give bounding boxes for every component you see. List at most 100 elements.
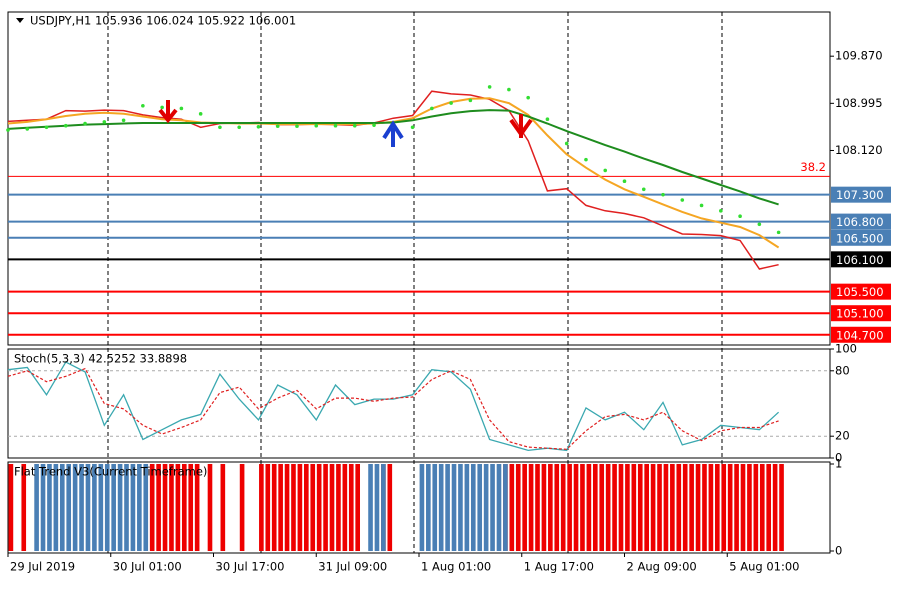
trend-bar [175,464,181,551]
separators [107,12,723,553]
trend-bar [715,464,720,551]
y-tick-label: 100 [835,342,857,356]
trend-bar [342,464,348,551]
trend-bar [772,464,778,551]
trend-bar [137,464,142,551]
trend-bar [310,464,316,551]
level-label-box [831,326,891,343]
sar-dot [661,192,665,197]
sar-dot [641,187,646,192]
trend-bar [779,464,784,551]
level-label: 105.100 [836,307,884,321]
trend-bar [194,464,200,551]
level-label: 106.100 [836,253,884,267]
trend-bar [149,464,155,551]
trend-bar [53,464,59,551]
trend-bar [625,464,630,551]
series-line [7,361,780,452]
sar-dot [680,198,685,202]
trend-bar [464,464,470,551]
sar-dot [449,101,453,105]
trend-bar [631,464,637,551]
trend-bar [169,464,174,551]
trend-bar [387,464,393,551]
sar-dot [6,128,10,132]
trend-bar [162,464,168,551]
trend-bar [284,464,290,551]
sar-dot [410,125,415,130]
sar-dot [719,209,723,213]
trend-bar [323,464,328,551]
sar-dot [757,222,762,227]
trend-bar [708,464,714,551]
trend-bar [727,464,733,551]
panel: 0 1 29 Jul 2019 30 Jul 01:00 30 Jul 17:00 31 … [7,457,842,574]
trend-bar [451,464,457,551]
trend-bar [92,464,97,551]
trend-bar [239,464,245,551]
x-tick-label: 2 Aug 09:00 [627,560,697,574]
level-label-box [831,213,891,230]
level-label-box [831,251,891,268]
sar-dot [63,123,68,128]
trend-bar [560,464,566,551]
trend-bar [130,464,136,551]
sar-dot [622,179,627,183]
sar-dot [179,106,184,111]
panel: 0 20 80 100 Stoch(5,3,3) 42.5252 33.8898 [7,342,857,465]
x-tick-label: 30 Jul 17:00 [216,560,285,574]
sell-arrow [509,114,533,138]
sar-dot [526,95,530,100]
trend-bar [554,464,560,551]
sar-dot [44,125,49,130]
x-tick-label: 29 Jul 2019 [10,560,75,574]
x-tick-label: 1 Aug 01:00 [421,560,491,574]
trend-bar [612,464,617,551]
sar-dot [198,112,203,116]
x-tick-label: 1 Aug 17:00 [524,560,594,574]
buy-arrow [382,120,404,147]
signal-arrows [158,100,533,147]
trend-bar [374,464,380,551]
trend-bar [535,464,540,551]
sar-dot [352,123,357,128]
trend-bar [528,464,534,551]
trend-bar [490,464,495,551]
trend-bar [483,464,489,551]
trend-bar [336,464,341,551]
sar-dot [218,125,222,130]
sar-dot [333,123,338,128]
trend-bar [207,464,213,551]
x-tick-label: 30 Jul 01:00 [113,560,182,574]
y-tick-label: 1 [835,457,842,471]
panel-frame [7,11,831,346]
trend-bar [304,464,309,551]
indicator-title: Flat Trend V3(Current Timeframe) [14,465,207,479]
trend-bar [599,464,605,551]
trend-bar [316,464,322,551]
trend-bar [297,464,303,551]
trend-bar [355,464,361,551]
fibo-label: 38.2 [800,160,826,174]
trend-bar [541,464,547,551]
trend-bar [586,464,592,551]
trend-bar [477,464,483,551]
trend-bar [445,464,450,551]
y-tick-label: 108.120 [835,143,883,157]
trend-bar [368,464,373,551]
trend-bar [676,464,682,551]
sar-dot [314,123,319,128]
trend-bar [291,464,296,551]
sar-dot [141,103,145,108]
trend-bar [747,464,752,551]
trend-bar [522,464,527,551]
level-label-box [831,186,891,203]
sar-dot [256,124,261,129]
sell-arrow [158,100,178,124]
level-label: 104.700 [836,328,884,342]
sar-dot [776,230,781,235]
trend-bar [47,464,52,551]
trend-bar [259,464,264,551]
trend-bar [509,464,515,551]
